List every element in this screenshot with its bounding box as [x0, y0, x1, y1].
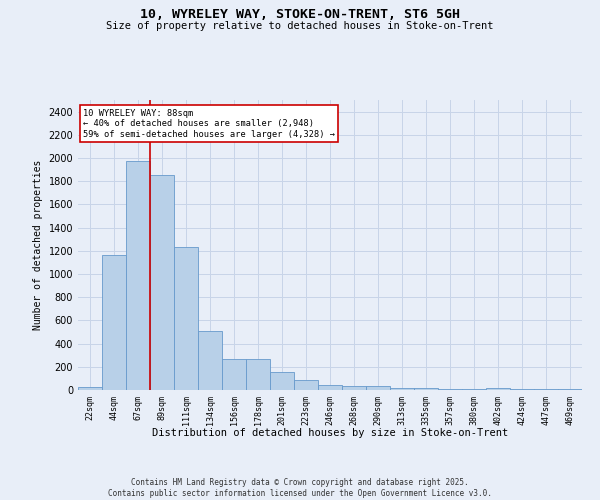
Y-axis label: Number of detached properties: Number of detached properties: [33, 160, 43, 330]
Text: 10 WYRELEY WAY: 88sqm
← 40% of detached houses are smaller (2,948)
59% of semi-d: 10 WYRELEY WAY: 88sqm ← 40% of detached …: [83, 108, 335, 138]
Bar: [270, 372, 294, 390]
Bar: [150, 176, 174, 390]
Bar: [246, 358, 270, 390]
Bar: [198, 331, 222, 390]
Bar: [342, 386, 366, 390]
Bar: [126, 162, 150, 390]
Text: Distribution of detached houses by size in Stoke-on-Trent: Distribution of detached houses by size …: [152, 428, 508, 438]
Bar: [366, 386, 390, 390]
Bar: [414, 388, 438, 390]
Bar: [78, 387, 102, 390]
Text: Size of property relative to detached houses in Stoke-on-Trent: Size of property relative to detached ho…: [106, 21, 494, 31]
Bar: [438, 389, 462, 390]
Bar: [294, 380, 318, 390]
Bar: [222, 358, 246, 390]
Bar: [174, 248, 198, 390]
Text: Contains HM Land Registry data © Crown copyright and database right 2025.
Contai: Contains HM Land Registry data © Crown c…: [108, 478, 492, 498]
Bar: [102, 256, 126, 390]
Bar: [486, 388, 510, 390]
Bar: [390, 388, 414, 390]
Bar: [318, 385, 342, 390]
Text: 10, WYRELEY WAY, STOKE-ON-TRENT, ST6 5GH: 10, WYRELEY WAY, STOKE-ON-TRENT, ST6 5GH: [140, 8, 460, 20]
